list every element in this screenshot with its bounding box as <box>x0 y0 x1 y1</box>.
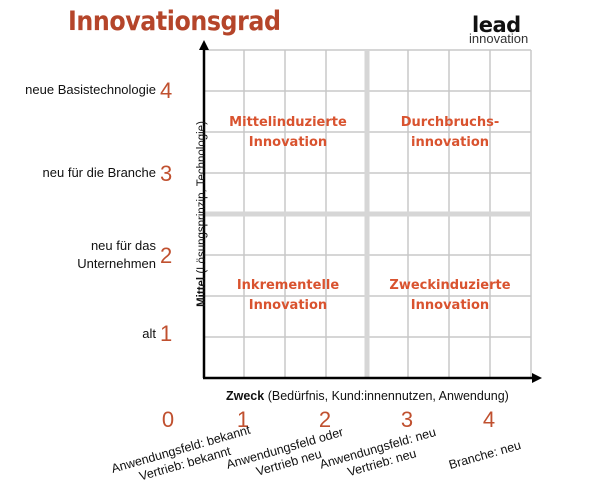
y-axis-title-rest: (Lösungsprinzip, Technologie) <box>196 121 208 274</box>
y-level-label-1: alt <box>142 326 156 341</box>
quadrant-top-left: Mittelinduzierte Innovation <box>208 113 368 153</box>
x-level-num-3: 3 <box>400 407 414 432</box>
quadrant-label: Inkrementelle <box>236 278 340 293</box>
quadrant-bottom-left: Inkrementelle Innovation <box>208 276 368 316</box>
quadrant-label: Innovation <box>248 298 328 313</box>
quadrant-label: Innovation <box>248 135 328 150</box>
x-level-num-1: 1 <box>236 407 250 432</box>
x-axis-title-bold: Zweck <box>226 389 265 403</box>
quadrant-top-right: Durchbruchs-innovation <box>370 113 530 153</box>
y-level-num-4: 4 <box>160 78 173 103</box>
x-level-num-4: 4 <box>482 407 496 432</box>
quadrant-label: Durchbruchs- <box>400 115 500 130</box>
y-axis-title: Mittel (Lösungsprinzip, Technologie) <box>196 114 208 314</box>
x-axis-arrow-icon <box>532 373 542 383</box>
quadrant-label: Mittelinduzierte <box>229 115 347 130</box>
x-level-num-2: 2 <box>318 407 332 432</box>
y-level-num-1: 1 <box>160 321 173 346</box>
logo-lead: lead <box>472 13 521 37</box>
x-axis-title-rest: (Bedürfnis, Kund:innennutzen, Anwendung) <box>267 389 509 403</box>
y-axis-arrow-icon <box>199 40 209 50</box>
y-level-label-3: neu für die Branche <box>42 165 156 180</box>
logo-innovation: innovation <box>469 31 529 46</box>
x-level-num-0: 0 <box>161 407 175 432</box>
quadrant-label: innovation <box>411 135 489 150</box>
quadrant-bottom-right: Zweckinduzierte Innovation <box>370 276 530 316</box>
page-title: Innovationsgrad <box>68 6 281 37</box>
y-level-num-3: 3 <box>160 161 173 186</box>
y-axis-title-bold: Mittel <box>196 276 208 307</box>
quadrant-label: Zweckinduzierte <box>389 278 511 293</box>
x-axis-title: Zweck (Bedürfnis, Kund:innennutzen, Anwe… <box>226 389 509 403</box>
y-level-num-2: 2 <box>160 243 173 268</box>
y-level-label-2: neu für das Unternehmen <box>77 238 156 271</box>
quadrant-label: Innovation <box>410 298 490 313</box>
y-level-label-4: neue Basistechnologie <box>25 82 156 97</box>
